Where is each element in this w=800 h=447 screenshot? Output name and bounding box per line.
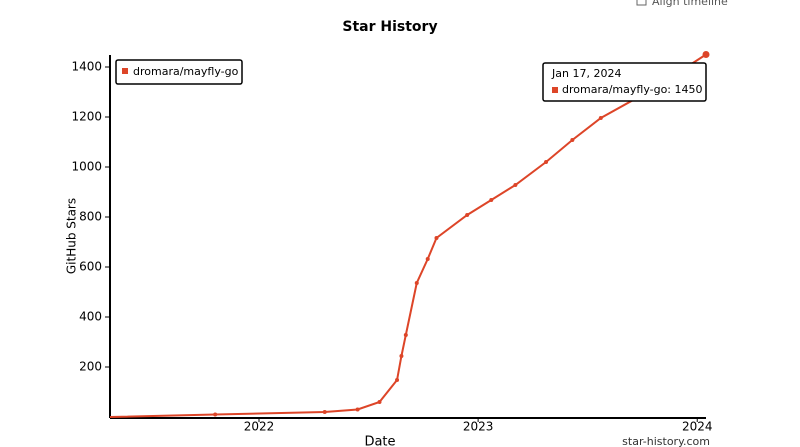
tooltip-date: Jan 17, 2024 <box>551 67 621 80</box>
series-line <box>109 53 707 418</box>
y-tick-label: 400 <box>79 310 102 324</box>
point <box>544 160 549 164</box>
x-tick-label: 2022 <box>244 420 275 434</box>
y-tick-label: 800 <box>79 210 102 224</box>
point <box>399 354 404 358</box>
tooltip-swatch <box>552 87 558 93</box>
point <box>702 51 710 58</box>
point <box>465 213 470 217</box>
point <box>414 281 419 285</box>
point <box>598 116 603 120</box>
checkbox[interactable] <box>636 0 647 6</box>
chart-title: Star History <box>342 19 437 35</box>
point <box>570 138 575 142</box>
point <box>395 378 400 382</box>
y-tick-label: 200 <box>79 360 102 374</box>
legend-label: dromara/mayfly-go <box>133 65 239 78</box>
legend-swatch <box>122 68 128 74</box>
point <box>377 400 382 404</box>
legend-box <box>115 59 243 85</box>
checkbox-label[interactable]: Align timeline <box>652 0 728 8</box>
tooltip-box <box>542 62 707 102</box>
watermark[interactable]: star-history.com <box>622 435 710 447</box>
y-tick-label: 1000 <box>71 160 102 174</box>
x-axis-label: Date <box>364 435 395 447</box>
y-axis-label: GitHub Stars <box>65 198 79 274</box>
point <box>355 407 360 412</box>
y-tick-label: 1200 <box>71 110 102 124</box>
y-tick-label: 1400 <box>71 60 102 74</box>
point <box>513 183 518 187</box>
x-tick-label: 2023 <box>463 420 494 434</box>
point <box>322 410 327 414</box>
tooltip-label: dromara/mayfly-go: 1450 <box>562 83 703 96</box>
x-tick-label: 2024 <box>682 420 713 434</box>
point <box>434 236 439 240</box>
point <box>425 257 430 261</box>
point <box>489 198 494 202</box>
point <box>403 333 408 337</box>
point <box>213 412 218 417</box>
y-tick-label: 600 <box>79 260 102 274</box>
